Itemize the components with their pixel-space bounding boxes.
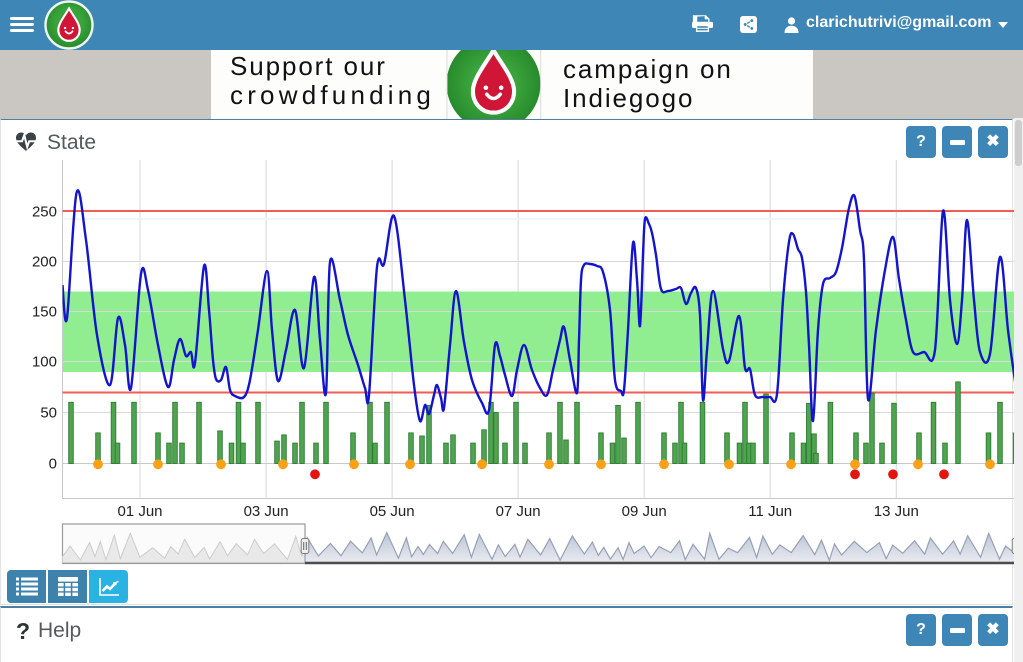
svg-text:200: 200 bbox=[32, 254, 57, 271]
svg-text:07 Jun: 07 Jun bbox=[496, 503, 541, 520]
svg-text:50: 50 bbox=[40, 405, 57, 422]
svg-text:03 Jun: 03 Jun bbox=[244, 503, 289, 520]
svg-text:13 Jun: 13 Jun bbox=[874, 503, 919, 520]
svg-text:150: 150 bbox=[32, 304, 57, 321]
svg-text:01 Jun: 01 Jun bbox=[117, 503, 162, 520]
svg-text:05 Jun: 05 Jun bbox=[370, 503, 415, 520]
svg-text:0: 0 bbox=[49, 456, 57, 473]
svg-text:100: 100 bbox=[32, 354, 57, 371]
svg-text:250: 250 bbox=[32, 204, 57, 221]
svg-text:11 Jun: 11 Jun bbox=[748, 503, 792, 520]
svg-text:09 Jun: 09 Jun bbox=[622, 503, 667, 520]
